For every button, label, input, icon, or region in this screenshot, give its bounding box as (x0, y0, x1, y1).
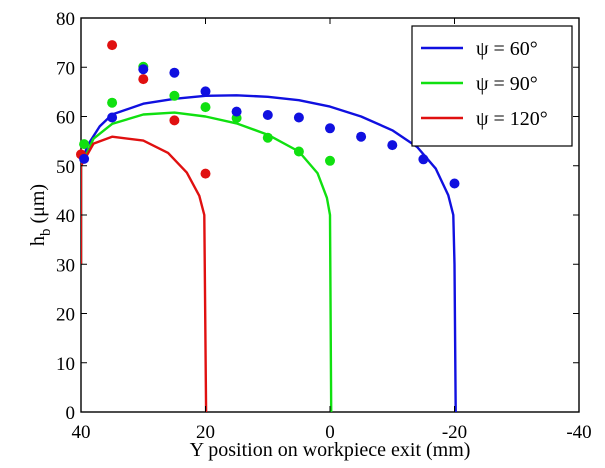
y-tick-label: 70 (56, 58, 75, 79)
data-point (107, 97, 118, 108)
points-layer (76, 40, 460, 189)
x-tick-label: 0 (325, 422, 335, 443)
lines-layer (81, 94, 457, 412)
y-tick-label: 50 (56, 157, 75, 178)
data-point (262, 110, 273, 120)
legend: ψ = 60° ψ = 90° ψ = 120° (411, 25, 573, 147)
data-point (169, 115, 180, 126)
data-point (387, 140, 398, 151)
legend-box (411, 25, 573, 147)
y-tick-label: 30 (56, 255, 75, 276)
x-axis-label: Y position on workpiece exit (mm) (190, 439, 471, 461)
y-tick-label: 10 (56, 354, 75, 375)
ticks-layer: 40 20 0 -20 -40 0 10 20 30 40 50 60 70 80 (56, 9, 592, 443)
data-point (79, 153, 90, 164)
y-tick-label: 0 (66, 403, 76, 424)
data-point (169, 90, 180, 101)
series-line (81, 135, 208, 412)
y-axis-label: hb (μm) (27, 184, 54, 246)
y-tick-label: 20 (56, 305, 75, 326)
series-line (81, 94, 457, 412)
data-point (262, 132, 273, 143)
data-point (325, 155, 335, 166)
data-point (200, 168, 211, 179)
data-point (293, 146, 304, 157)
data-point (138, 74, 149, 85)
x-tick-label: 40 (72, 422, 91, 443)
series-line (81, 111, 333, 412)
data-point (169, 67, 180, 78)
x-tick-label: 20 (196, 422, 215, 443)
legend-label: ψ = 90° (476, 73, 538, 95)
data-point (418, 154, 429, 165)
data-point (200, 102, 211, 113)
x-tick-label: -40 (566, 422, 591, 443)
data-point (138, 64, 149, 75)
y-tick-label: 40 (56, 206, 75, 227)
data-point (79, 139, 90, 150)
legend-label: ψ = 60° (476, 38, 538, 60)
data-point (325, 123, 335, 134)
data-point (107, 40, 118, 51)
data-point (200, 86, 211, 97)
y-tick-label: 80 (56, 9, 75, 30)
data-point (293, 112, 304, 123)
data-point (107, 112, 118, 123)
data-point (231, 106, 242, 117)
x-tick-label: -20 (442, 422, 467, 443)
y-tick-label: 60 (56, 108, 75, 129)
data-point (449, 178, 460, 189)
legend-label: ψ = 120° (476, 108, 548, 130)
data-point (356, 131, 367, 142)
